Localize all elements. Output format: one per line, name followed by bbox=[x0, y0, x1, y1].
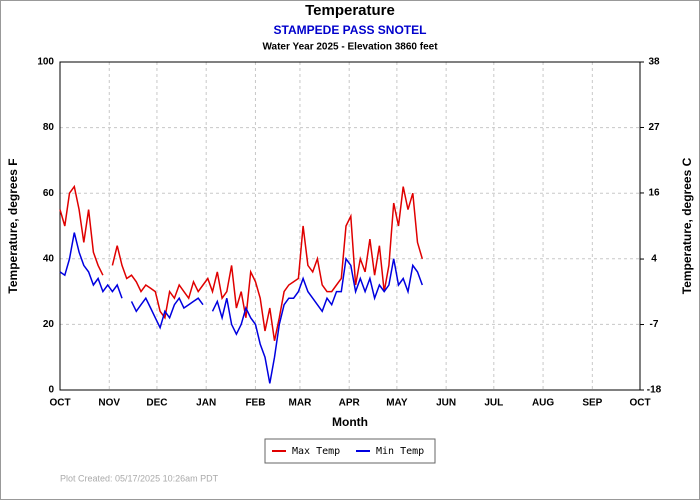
x-tick-label: AUG bbox=[532, 398, 554, 409]
y2-tick-label: 27 bbox=[648, 122, 660, 133]
y2-tick-label: 16 bbox=[648, 188, 660, 199]
legend-label: Min Temp bbox=[376, 446, 424, 457]
y-tick-label: 40 bbox=[43, 253, 55, 264]
x-tick-label: OCT bbox=[629, 398, 650, 409]
y2-tick-label: 38 bbox=[648, 57, 660, 68]
x-tick-label: JUN bbox=[436, 398, 456, 409]
series-line bbox=[59, 184, 424, 341]
plot-border bbox=[59, 61, 641, 391]
x-tick-label: MAY bbox=[386, 398, 408, 409]
legend-label: Max Temp bbox=[292, 446, 340, 457]
x-tick-label: APR bbox=[339, 398, 361, 409]
y-axis-label: Temperature, degrees F bbox=[6, 158, 20, 293]
plot-area bbox=[60, 62, 640, 390]
x-tick-label: DEC bbox=[146, 398, 167, 409]
series-line bbox=[59, 232, 424, 384]
y-tick-label: 60 bbox=[43, 188, 55, 199]
x-tick-label: FEB bbox=[245, 398, 265, 409]
x-tick-label: MAR bbox=[289, 398, 313, 409]
x-tick-label: NOV bbox=[98, 398, 120, 409]
y2-axis-label: Temperature, degrees C bbox=[680, 157, 694, 294]
y-tick-label: 0 bbox=[48, 385, 54, 396]
y-tick-label: 20 bbox=[43, 319, 55, 330]
x-axis-label: Month bbox=[332, 415, 368, 429]
legend-box bbox=[264, 438, 436, 464]
chart-subtitle: Water Year 2025 - Elevation 3860 feet bbox=[262, 42, 438, 53]
footer: Plot Created: 05/17/2025 10:26am PDT bbox=[60, 473, 219, 483]
x-tick-label: JUL bbox=[484, 398, 503, 409]
x-tick-label: SEP bbox=[582, 398, 602, 409]
chart-subtitle: STAMPEDE PASS SNOTEL bbox=[274, 23, 427, 37]
x-tick-label: OCT bbox=[49, 398, 70, 409]
y2-tick-label: 4 bbox=[651, 254, 657, 265]
y-tick-label: 80 bbox=[43, 122, 55, 133]
x-tick-label: JAN bbox=[196, 398, 216, 409]
chart-title: Temperature bbox=[305, 2, 395, 19]
y2-tick-label: -18 bbox=[647, 385, 662, 396]
y2-tick-label: -7 bbox=[650, 319, 659, 330]
y-tick-label: 100 bbox=[37, 57, 54, 68]
